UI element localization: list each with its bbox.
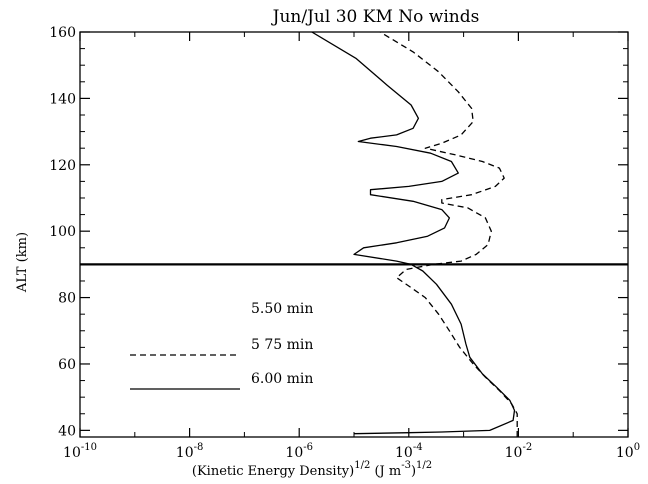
- x-tick-label-2: 10-6: [285, 442, 313, 461]
- y-axis-label: ALT (km): [15, 232, 30, 293]
- plot-area: 10-10 10-8 10-6 10-4 10-2 100 40 60 80 100 120 140…: [49, 25, 640, 461]
- y-tick-label-6: 160: [49, 25, 76, 41]
- legend-label-2: 6.00 min: [251, 371, 313, 387]
- x-tick-label-4: 10-2: [505, 442, 533, 461]
- x-tick-label-0: 10-10: [63, 442, 97, 461]
- series-line-2: [311, 32, 516, 435]
- y-tick-label-3: 100: [49, 224, 76, 240]
- chart-title: Jun/Jul 30 KM No winds: [271, 7, 480, 27]
- x-tick-label-5: 100: [616, 442, 640, 461]
- x-tick-label-3: 10-4: [395, 442, 423, 461]
- y-tick-label-2: 80: [58, 291, 76, 307]
- x-axis-label-units: (J m: [374, 464, 401, 479]
- legend-label-1: 5 75 min: [251, 337, 313, 353]
- x-tick-label-1: 10-8: [176, 442, 204, 461]
- legend-label-0: 5.50 min: [251, 301, 313, 317]
- x-axis-label-units-close: ): [411, 464, 416, 479]
- plot-frame: [79, 31, 629, 438]
- y-tick-label-4: 120: [49, 158, 76, 174]
- x-axis-label-main: (Kinetic Energy Density): [192, 464, 354, 479]
- x-axis-label-units-exp: -3: [401, 460, 411, 471]
- y-tick-label-0: 40: [58, 423, 76, 439]
- y-tick-label-5: 140: [49, 91, 76, 107]
- legend: 5.50 min 5 75 min 6.00 min: [130, 301, 313, 390]
- x-axis-label: (Kinetic Energy Density)1/2 (J m-3)1/2: [192, 460, 432, 479]
- x-axis-label-units-exp2: 1/2: [416, 460, 432, 471]
- x-axis-label-exp: 1/2: [354, 460, 370, 471]
- series-line-1: [379, 32, 518, 437]
- y-tick-label-1: 60: [58, 357, 76, 373]
